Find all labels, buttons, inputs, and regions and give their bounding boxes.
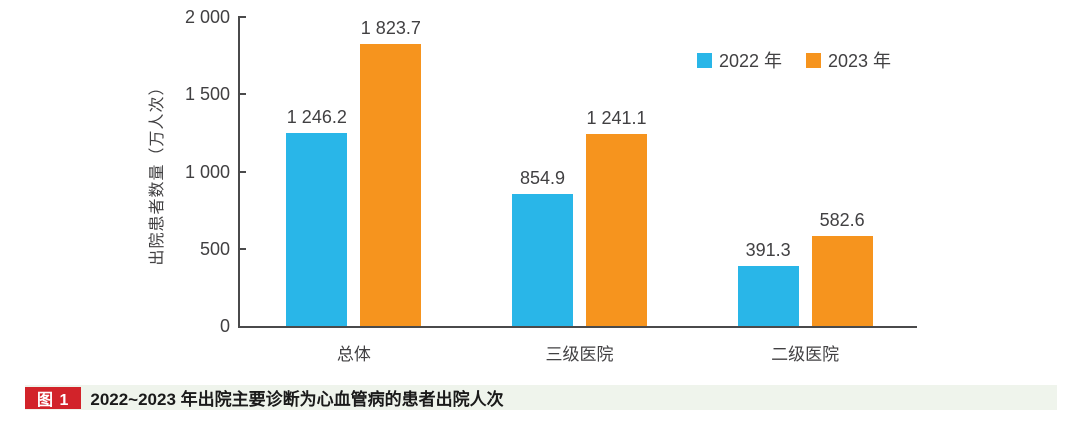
bar-2023年-总体 [360,44,422,326]
bar-2023年-二级医院 [811,235,873,326]
bar-2022年-二级医院 [737,265,799,326]
y-tick-mark [238,170,246,173]
legend-item-2022年: 2022 年 [697,47,782,73]
figure-number-badge: 图 1 [25,387,82,409]
y-tick-label: 0 [219,316,230,336]
figure-caption-text: 2022~2023 年出院主要诊断为心血管病的患者出院人次 [90,390,504,409]
y-tick-label: 1 500 [184,84,230,105]
y-tick-mark [238,93,246,96]
x-axis-line [238,326,917,328]
y-axis-line [238,17,240,328]
bar-value-label: 1 823.7 [360,18,421,39]
x-category-label: 总体 [336,345,371,364]
legend-swatch-icon [806,52,821,68]
bar-value-label: 854.9 [519,167,566,188]
y-tick-mark [238,16,246,18]
legend-label: 2022 年 [719,51,783,71]
y-tick-mark [238,247,246,250]
x-category-label: 三级医院 [545,345,614,364]
bar-value-label: 391.3 [745,239,791,260]
bar-2023年-三级医院 [586,134,647,326]
bar-value-label: 1 241.1 [586,108,647,129]
legend-swatch-icon [697,52,712,68]
y-tick-label: 2 000 [184,7,230,27]
bar-value-label: 1 246.2 [286,107,347,128]
legend-item-2023年: 2023 年 [806,47,891,73]
bar-2022年-总体 [286,133,348,326]
figure-caption-bar: 图 1 2022~2023 年出院主要诊断为心血管病的患者出院人次 [25,385,1057,410]
legend-label: 2023 年 [828,51,892,71]
bar-2022年-三级医院 [512,193,573,326]
y-tick-label: 500 [199,238,230,259]
x-category-label: 二级医院 [771,345,840,364]
y-tick-label: 1 000 [184,161,230,182]
bar-value-label: 582.6 [819,209,865,230]
